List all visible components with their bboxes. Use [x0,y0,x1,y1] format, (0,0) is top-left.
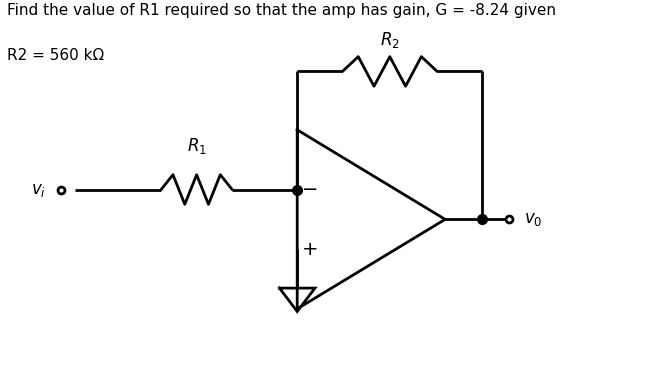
Text: $v_i$: $v_i$ [31,180,46,198]
Text: Find the value of R1 required so that the amp has gain, G = -8.24 given: Find the value of R1 required so that th… [7,4,556,18]
Text: −: − [302,180,318,199]
Text: $v_0$: $v_0$ [524,211,542,229]
Text: $R_2$: $R_2$ [380,30,400,50]
Text: +: + [302,240,318,259]
Text: $R_1$: $R_1$ [187,136,206,156]
Text: R2 = 560 kΩ: R2 = 560 kΩ [7,48,105,63]
